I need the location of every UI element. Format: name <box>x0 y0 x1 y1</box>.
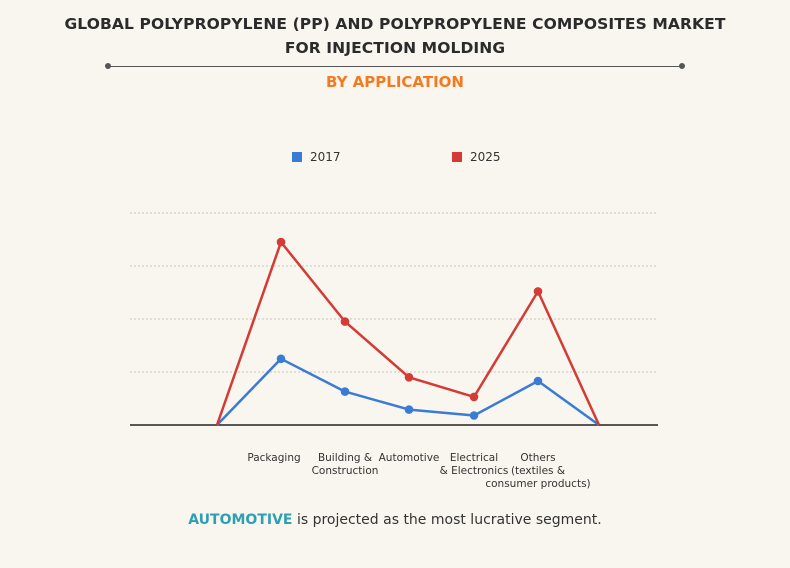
series-line-2025 <box>215 240 601 426</box>
x-tick-label: Automotive <box>379 452 440 464</box>
data-point-2025 <box>404 373 414 382</box>
x-tick-label: (textiles & <box>511 465 565 477</box>
x-tick-label: consumer products) <box>485 478 590 490</box>
data-point-2017 <box>340 387 350 396</box>
x-tick-label: Building & <box>318 452 372 464</box>
x-tick-label: Construction <box>312 465 379 477</box>
chart-title: GLOBAL POLYPROPYLENE (PP) AND POLYPROPYL… <box>0 12 790 60</box>
data-point-2025 <box>469 392 479 402</box>
chart-title-line1: GLOBAL POLYPROPYLENE (PP) AND POLYPROPYL… <box>64 15 726 33</box>
data-point-2017 <box>469 411 479 420</box>
legend-swatch-2025 <box>452 152 462 162</box>
x-tick-label: & Electronics <box>440 465 509 477</box>
title-divider-right-dot <box>679 63 685 69</box>
chart-subtitle: BY APPLICATION <box>325 73 464 91</box>
legend-item-2017: 2017 <box>292 150 341 164</box>
x-tick-label: Others <box>520 452 555 464</box>
data-point-2017 <box>533 376 543 386</box>
x-tick-label: Packaging <box>247 452 300 464</box>
footer-highlight: AUTOMOTIVE <box>188 512 293 528</box>
data-point-2025 <box>340 317 350 326</box>
data-point-2017 <box>276 354 286 364</box>
footer-text: is projected as the most lucrative segme… <box>292 512 602 528</box>
footer-note: AUTOMOTIVE is projected as the most lucr… <box>0 512 790 528</box>
title-divider-left-dot <box>105 63 111 69</box>
series-line-2017 <box>216 357 600 427</box>
chart-title-line2: FOR INJECTION MOLDING <box>284 39 506 57</box>
data-point-2025 <box>533 287 543 296</box>
title-divider <box>108 66 682 67</box>
legend-item-2025: 2025 <box>452 150 501 164</box>
legend-label-2025: 2025 <box>470 150 501 164</box>
legend-label-2017: 2017 <box>310 150 341 164</box>
x-tick-label: Electrical <box>450 452 498 464</box>
data-point-2017 <box>404 405 414 414</box>
data-point-2025 <box>276 237 286 247</box>
legend-swatch-2017 <box>292 152 302 162</box>
